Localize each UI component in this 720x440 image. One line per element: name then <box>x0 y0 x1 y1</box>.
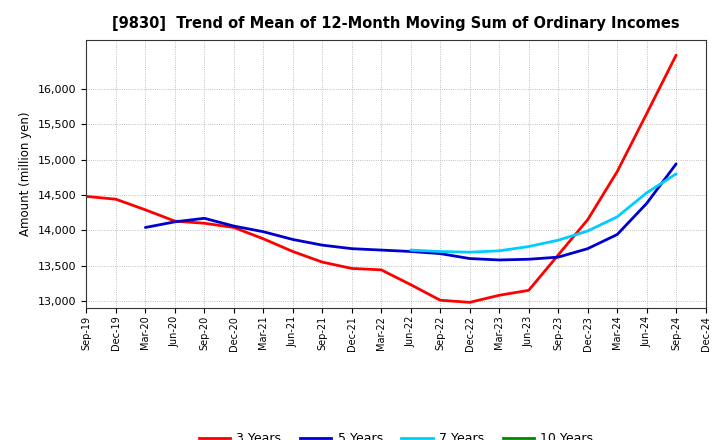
Title: [9830]  Trend of Mean of 12-Month Moving Sum of Ordinary Incomes: [9830] Trend of Mean of 12-Month Moving … <box>112 16 680 32</box>
Y-axis label: Amount (million yen): Amount (million yen) <box>19 112 32 236</box>
Legend: 3 Years, 5 Years, 7 Years, 10 Years: 3 Years, 5 Years, 7 Years, 10 Years <box>194 427 598 440</box>
